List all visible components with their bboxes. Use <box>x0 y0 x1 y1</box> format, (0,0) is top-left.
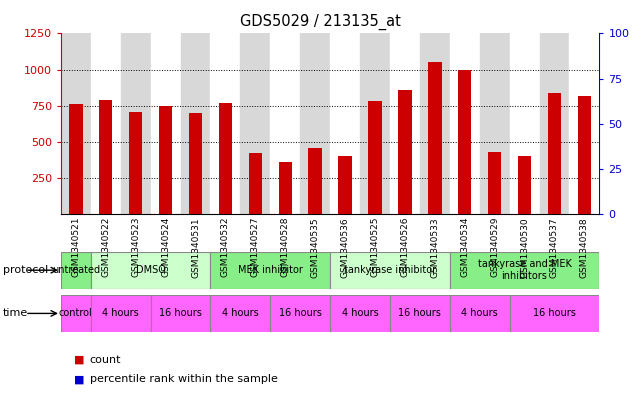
Bar <box>398 90 412 214</box>
Bar <box>91 252 210 289</box>
Text: tankyrase and MEK
inhibitors: tankyrase and MEK inhibitors <box>478 259 572 281</box>
Bar <box>510 33 540 214</box>
Bar <box>330 295 390 332</box>
Bar <box>159 106 172 214</box>
Text: control: control <box>59 309 93 318</box>
Bar <box>450 252 599 289</box>
Text: 4 hours: 4 hours <box>103 309 139 318</box>
Bar <box>450 33 479 214</box>
Bar <box>360 33 390 214</box>
Bar <box>338 156 352 214</box>
Bar <box>249 153 262 214</box>
Bar <box>219 103 232 214</box>
Bar <box>61 33 91 214</box>
Text: untreated: untreated <box>52 265 100 275</box>
Bar <box>540 33 569 214</box>
Bar <box>61 295 91 332</box>
Bar <box>181 33 210 214</box>
Bar <box>91 33 121 214</box>
Bar <box>330 252 450 289</box>
Bar <box>450 295 510 332</box>
Bar <box>240 33 271 214</box>
Bar <box>188 113 202 214</box>
Text: percentile rank within the sample: percentile rank within the sample <box>90 374 278 384</box>
Bar <box>271 295 330 332</box>
Bar <box>569 33 599 214</box>
Bar <box>369 101 382 214</box>
Bar <box>479 33 510 214</box>
Bar <box>458 70 471 214</box>
Text: 4 hours: 4 hours <box>462 309 498 318</box>
Text: DMSO: DMSO <box>136 265 165 275</box>
Bar <box>129 112 142 214</box>
Bar <box>518 156 531 214</box>
Text: time: time <box>3 309 28 318</box>
Text: 16 hours: 16 hours <box>533 309 576 318</box>
Text: tankyrase inhibitor: tankyrase inhibitor <box>344 265 436 275</box>
Bar <box>330 33 360 214</box>
Bar <box>121 33 151 214</box>
Text: ■: ■ <box>74 374 84 384</box>
Text: 16 hours: 16 hours <box>399 309 441 318</box>
Bar <box>300 33 330 214</box>
Bar <box>151 33 181 214</box>
Bar <box>420 33 450 214</box>
Bar <box>578 96 591 214</box>
Text: ■: ■ <box>74 354 84 365</box>
Bar <box>390 295 450 332</box>
Text: 4 hours: 4 hours <box>222 309 259 318</box>
Bar <box>61 252 91 289</box>
Bar <box>510 295 599 332</box>
Bar <box>69 104 83 214</box>
Bar <box>428 62 442 214</box>
Text: protocol: protocol <box>3 265 49 275</box>
Text: GDS5029 / 213135_at: GDS5029 / 213135_at <box>240 14 401 30</box>
Text: 16 hours: 16 hours <box>279 309 322 318</box>
Bar <box>278 162 292 214</box>
Bar <box>99 100 113 214</box>
Bar <box>488 152 501 214</box>
Bar <box>151 295 210 332</box>
Bar <box>210 33 240 214</box>
Text: 4 hours: 4 hours <box>342 309 378 318</box>
Text: count: count <box>90 354 121 365</box>
Bar <box>91 295 151 332</box>
Bar <box>210 295 271 332</box>
Text: 16 hours: 16 hours <box>159 309 202 318</box>
Bar <box>210 252 330 289</box>
Bar <box>390 33 420 214</box>
Bar <box>308 148 322 214</box>
Bar <box>547 93 562 214</box>
Bar <box>271 33 300 214</box>
Text: MEK inhibitor: MEK inhibitor <box>238 265 303 275</box>
